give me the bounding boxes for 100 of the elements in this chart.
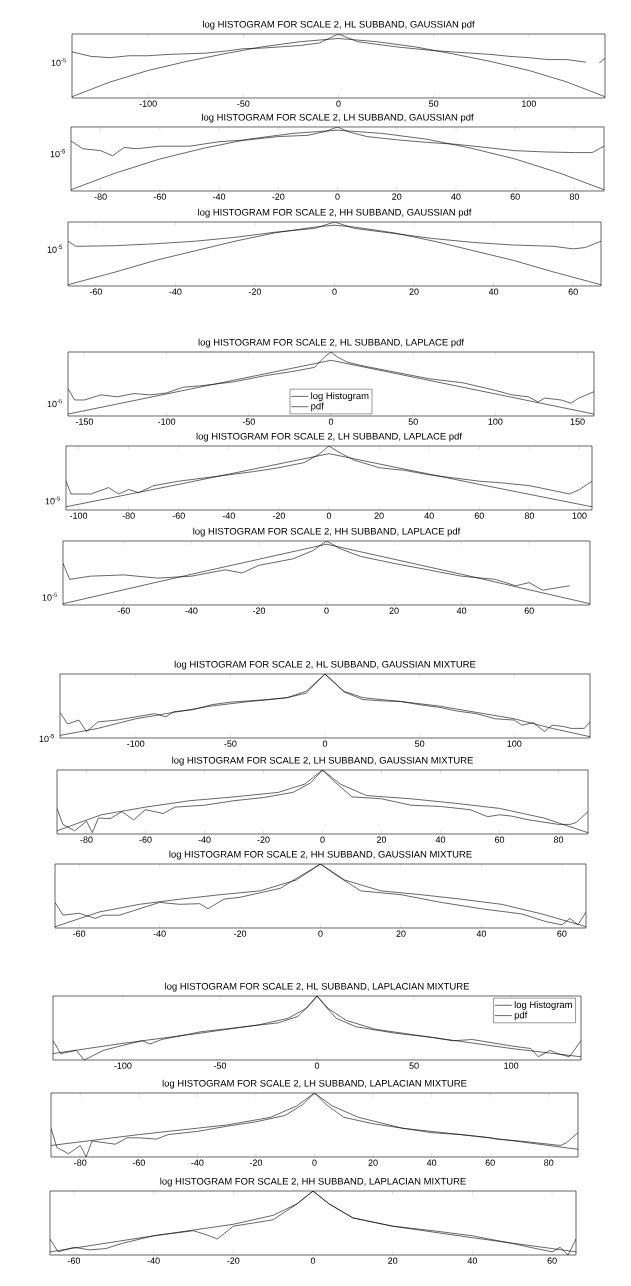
x-tick-label: -100 xyxy=(158,418,176,425)
x-tick-label: 20 xyxy=(374,512,384,519)
x-tick-label: 80 xyxy=(544,1159,554,1166)
x-tick-label: 40 xyxy=(451,193,461,200)
chart-title: log HISTOGRAM FOR SCALE 2, HL SUBBAND, GAUSSIAN MIXTURE xyxy=(174,660,476,670)
x-tick-label: 20 xyxy=(389,607,399,614)
x-tick-label: 60 xyxy=(494,836,505,843)
x-tick-label: 60 xyxy=(524,607,534,614)
x-tick-label: -60 xyxy=(67,1257,81,1264)
x-tick-label: 60 xyxy=(557,930,567,937)
x-tick-label: -100 xyxy=(139,100,157,107)
x-tick-label: 20 xyxy=(409,288,419,295)
x-tick-label: 50 xyxy=(408,418,418,425)
text: 10$^{-5}$ xyxy=(51,58,67,67)
x-tick-label: 80 xyxy=(569,193,580,200)
x-tick-label: -50 xyxy=(213,1062,227,1069)
x-tick-label: 100 xyxy=(572,512,587,519)
x-tick-label: 0 xyxy=(310,1257,316,1264)
x-tick-label: -20 xyxy=(249,1159,263,1166)
x-tick-label: -40 xyxy=(153,930,166,937)
x-tick-label: 60 xyxy=(547,1257,557,1264)
x-tick-label: 0 xyxy=(336,100,341,107)
x-tick-label: 20 xyxy=(368,1159,378,1166)
x-tick-label: 40 xyxy=(424,512,434,519)
x-tick-label: -100 xyxy=(114,1062,132,1069)
x-tick-label: -20 xyxy=(257,836,270,843)
legend-label: pdf xyxy=(311,402,324,412)
x-tick-label: -20 xyxy=(227,1257,240,1264)
chart-title: log HISTOGRAM FOR SCALE 2, LH SUBBAND, LAPLACIAN MIXTURE xyxy=(162,1079,467,1089)
x-tick-label: -20 xyxy=(272,512,286,519)
chart-title: log HISTOGRAM FOR SCALE 2, HH SUBBAND, LAPLACIAN MIXTURE xyxy=(160,1177,466,1187)
text: 10$^{-5}$ xyxy=(39,733,55,742)
x-tick-label: 40 xyxy=(426,1159,437,1166)
chart-title: log HISTOGRAM FOR SCALE 2, HL SUBBAND, LAPLACE pdf xyxy=(198,338,464,348)
x-tick-label: 50 xyxy=(429,100,439,107)
x-tick-label: 20 xyxy=(388,1257,398,1264)
chart-title: log HISTOGRAM FOR SCALE 2, HH SUBBAND, GAUSSIAN pdf xyxy=(198,208,472,218)
x-tick-label: -20 xyxy=(233,930,247,937)
x-tick-label: -60 xyxy=(117,607,130,614)
x-tick-label: 100 xyxy=(488,418,503,425)
x-tick-label: -80 xyxy=(94,193,107,200)
chart-title: log HISTOGRAM FOR SCALE 2, HL SUBBAND, GAUSSIAN pdf xyxy=(203,20,475,30)
x-tick-label: 50 xyxy=(409,1062,419,1069)
chart-title: log HISTOGRAM FOR SCALE 2, LH SUBBAND, GAUSSIAN pdf xyxy=(202,113,474,123)
x-tick-label: -60 xyxy=(73,930,86,937)
x-tick-label: -40 xyxy=(222,512,235,519)
x-tick-label: 0 xyxy=(314,1062,320,1069)
x-tick-label: 40 xyxy=(456,607,467,614)
x-tick-label: -60 xyxy=(132,1159,145,1166)
x-tick-label: 40 xyxy=(467,1257,478,1264)
legend-label: log Histogram xyxy=(514,1001,572,1010)
x-tick-label: 0 xyxy=(322,740,328,747)
x-tick-label: 0 xyxy=(320,836,325,843)
x-tick-label: -60 xyxy=(172,512,185,519)
x-tick-label: 40 xyxy=(435,836,446,843)
x-tick-label: 20 xyxy=(376,836,387,843)
x-tick-label: -50 xyxy=(242,418,255,425)
x-tick-label: 100 xyxy=(504,1062,519,1069)
x-tick-label: 60 xyxy=(474,512,484,519)
x-tick-label: 0 xyxy=(318,930,323,937)
text: 10$^{-5}$ xyxy=(45,496,61,505)
x-tick-label: -40 xyxy=(212,193,226,200)
chart-title: log HISTOGRAM FOR SCALE 2, LH SUBBAND, GAUSSIAN MIXTURE xyxy=(172,756,473,766)
x-tick-label: 60 xyxy=(485,1159,495,1166)
legend-label: log Histogram xyxy=(311,392,369,402)
x-tick-label: 20 xyxy=(392,193,402,200)
x-tick-label: 80 xyxy=(553,836,564,843)
x-tick-label: -60 xyxy=(153,193,166,200)
text: 10$^{-5}$ xyxy=(50,149,66,158)
x-tick-label: -50 xyxy=(224,740,237,747)
chart-title: log HISTOGRAM FOR SCALE 2, LH SUBBAND, LAPLACE pdf xyxy=(196,432,462,442)
x-tick-label: 50 xyxy=(415,740,425,747)
x-tick-label: -40 xyxy=(147,1257,160,1264)
x-tick-label: -80 xyxy=(122,512,135,519)
x-tick-label: -80 xyxy=(74,1159,87,1166)
x-tick-label: 0 xyxy=(324,607,329,614)
x-tick-label: 100 xyxy=(507,740,522,747)
x-tick-label: 40 xyxy=(476,930,487,937)
x-tick-label: -60 xyxy=(139,836,152,843)
x-tick-label: 80 xyxy=(524,512,535,519)
x-tick-label: -150 xyxy=(75,418,94,425)
text: 10$^{-5}$ xyxy=(47,399,63,408)
x-tick-label: 0 xyxy=(326,512,332,519)
x-tick-label: -100 xyxy=(69,512,88,519)
text: 10$^{-5}$ xyxy=(47,244,63,253)
x-tick-label: -20 xyxy=(248,288,262,295)
x-tick-label: -50 xyxy=(237,100,250,107)
x-tick-label: 20 xyxy=(396,930,406,937)
x-tick-label: 0 xyxy=(332,288,337,295)
x-tick-label: -40 xyxy=(198,836,211,843)
x-tick-label: 0 xyxy=(312,1159,317,1166)
x-tick-label: -20 xyxy=(272,193,285,200)
x-tick-label: -40 xyxy=(169,288,182,295)
chart-title: log HISTOGRAM FOR SCALE 2, HL SUBBAND, LAPLACIAN MIXTURE xyxy=(165,982,470,992)
x-tick-label: -80 xyxy=(80,836,93,843)
chart-title: log HISTOGRAM FOR SCALE 2, HH SUBBAND, GAUSSIAN MIXTURE xyxy=(169,850,472,860)
x-tick-label: 0 xyxy=(335,193,340,200)
x-tick-label: 150 xyxy=(570,418,585,425)
legend-label: pdf xyxy=(514,1011,528,1021)
x-tick-label: -20 xyxy=(252,607,266,614)
